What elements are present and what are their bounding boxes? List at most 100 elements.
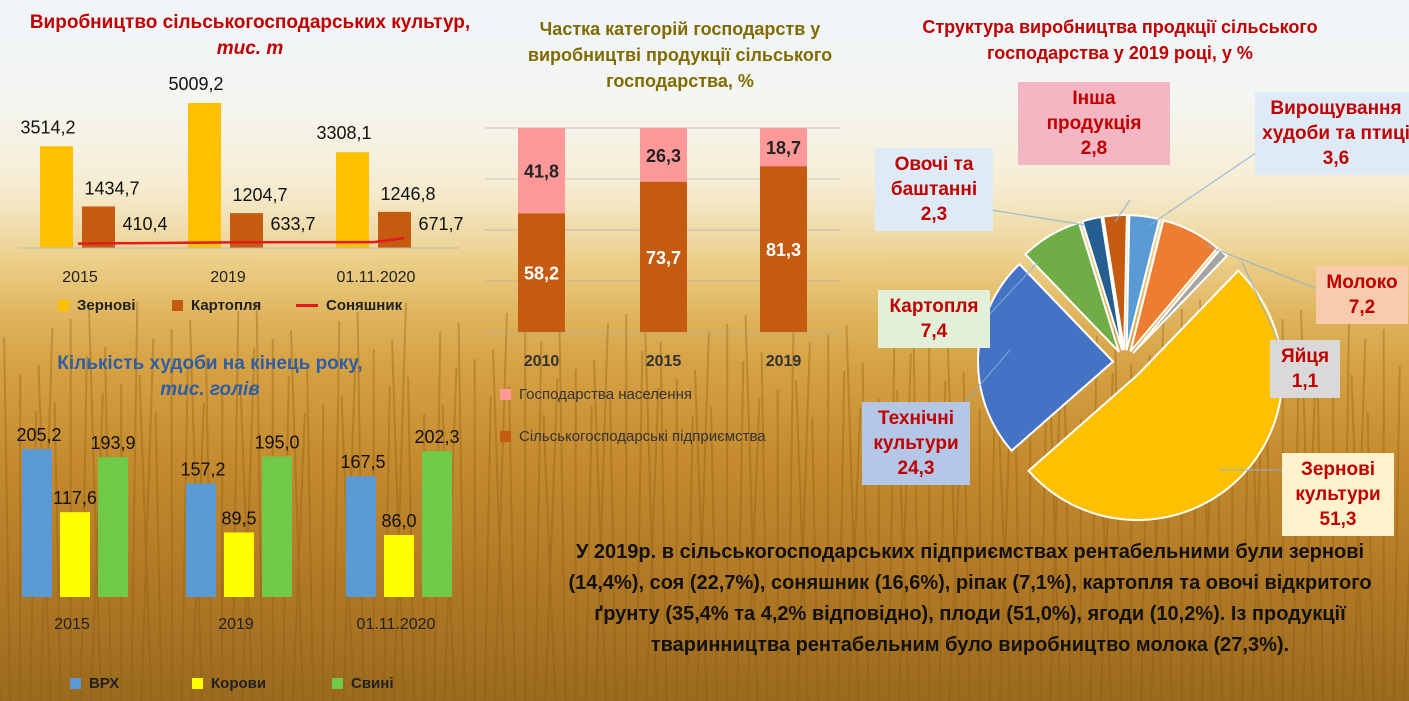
livestock-category-label: 2015 (54, 616, 90, 633)
legend-grain: Зернові (58, 297, 136, 314)
livestock-bar (186, 483, 216, 597)
pie-label-vegetables: Овочі та баштанні 2,3 (875, 148, 993, 231)
potato-swatch (172, 300, 183, 311)
crops-bar (40, 146, 73, 248)
legend-pigs: Свині (332, 675, 394, 692)
pie-leader-line (1204, 244, 1321, 291)
legend-pigs-label: Свині (351, 675, 394, 692)
livestock-bar (224, 532, 254, 597)
cows-swatch (192, 678, 203, 689)
livestock-bar (262, 456, 292, 597)
sunflower-value-label: 671,7 (418, 214, 463, 234)
pie-label-livestock-name: Вирощування худоби та птиці (1262, 98, 1409, 144)
legend-households-label: Господарства населення (519, 386, 692, 403)
sunflower-line (77, 240, 375, 245)
shares-chart-panel: Частка категорій господарств у виробницт… (470, 0, 850, 460)
pie-label-milk-value: 7,2 (1348, 297, 1376, 318)
crops-value-label: 5009,2 (168, 74, 223, 94)
crops-bar (82, 206, 115, 248)
pie-label-potato: Картопля 7,4 (878, 290, 990, 348)
livestock-chart: 205,2 117,6 193,9 2015 157,2 89,5 195,0 2019 167… (16, 425, 459, 633)
livestock-bar (422, 451, 452, 597)
pie-label-potato-value: 7,4 (920, 321, 948, 342)
crops-value-label: 3514,2 (20, 117, 75, 137)
pie-label-grain-value: 51,3 (1319, 509, 1357, 530)
shares-category-label: 2015 (646, 353, 682, 370)
livestock-value-label: 86,0 (381, 511, 416, 531)
legend-vrh-label: ВРХ (89, 675, 120, 692)
structure-chart-panel: Структура виробництва продкції сільськог… (850, 0, 1409, 540)
livestock-category-label: 01.11.2020 (357, 616, 436, 633)
legend-grain-label: Зернові (77, 297, 136, 314)
livestock-bar (98, 457, 128, 597)
pie-label-other-name: Інша продукція (1046, 88, 1142, 134)
legend-cows-label: Корови (211, 675, 267, 692)
livestock-bar (346, 476, 376, 597)
crops-chart-panel: Виробництво сільськогосподарських культу… (0, 0, 470, 330)
enterprises-swatch (500, 431, 511, 442)
livestock-value-label: 195,0 (254, 432, 299, 452)
pie-label-livestock-value: 3,6 (1322, 148, 1350, 169)
crops-bar (188, 103, 221, 248)
pie-label-industrial-value: 24,3 (897, 458, 935, 479)
legend-vrh: ВРХ (70, 675, 119, 692)
livestock-value-label: 193,9 (90, 433, 135, 453)
households-value-label: 41,8 (524, 162, 559, 182)
legend-enterprises-label: Сільськогосподарські підприємства (519, 428, 766, 445)
livestock-bar (60, 512, 90, 597)
legend-enterprises: Сільськогосподарські підприємства (500, 428, 766, 445)
crops-value-label: 1434,7 (84, 178, 139, 198)
pie-label-livestock: Вирощування худоби та птиці 3,6 (1255, 92, 1409, 175)
enterprises-value-label: 81,3 (766, 240, 801, 260)
sunflower-line-swatch (296, 304, 318, 307)
legend-sunflower: Соняшник (296, 297, 402, 314)
pigs-swatch (332, 678, 343, 689)
livestock-bar (22, 449, 52, 597)
legend-potato: Картопля (172, 297, 261, 314)
livestock-value-label: 167,5 (340, 452, 385, 472)
crops-value-label: 3308,1 (316, 123, 371, 143)
enterprises-value-label: 73,7 (646, 248, 681, 268)
pie-label-eggs: Яйця 1,1 (1270, 340, 1340, 398)
pie-label-industrial: Технічні культури 24,3 (862, 402, 970, 485)
summary-text: У 2019р. в сільськогосподарських підприє… (568, 541, 1372, 656)
pie-label-milk: Молоко 7,2 (1316, 266, 1408, 324)
crops-chart: 3514,2 1434,7 410,4 2015 5009,2 1204,7 633,7 20… (18, 74, 464, 286)
crops-category-label: 2015 (62, 269, 98, 286)
pie-label-vegetables-value: 2,3 (920, 204, 948, 225)
livestock-category-label: 2019 (218, 616, 254, 633)
pie-label-eggs-value: 1,1 (1291, 371, 1319, 392)
pie-label-other-value: 2,8 (1080, 138, 1108, 159)
sunflower-value-label: 633,7 (270, 214, 315, 234)
pie-label-other: Інша продукція 2,8 (1018, 82, 1170, 165)
grain-swatch (58, 300, 69, 311)
pie-label-vegetables-name: Овочі та баштанні (890, 154, 978, 200)
crops-category-label: 01.11.2020 (337, 269, 416, 286)
livestock-value-label: 157,2 (180, 460, 225, 480)
livestock-chart-panel: Кількість худоби на кінець року, тис. го… (0, 345, 470, 701)
legend-households: Господарства населення (500, 386, 692, 403)
livestock-value-label: 205,2 (16, 425, 61, 445)
livestock-value-label: 117,6 (53, 488, 97, 508)
livestock-value-label: 202,3 (414, 427, 459, 447)
pie-label-eggs-name: Яйця (1280, 346, 1330, 367)
legend-sunflower-label: Соняшник (326, 297, 403, 314)
pie-label-industrial-name: Технічні культури (873, 408, 959, 454)
sunflower-value-label: 410,4 (122, 214, 167, 234)
crops-bar (378, 211, 411, 248)
pie-label-grain: Зернові культури 51,3 (1282, 453, 1394, 536)
pie-label-grain-name: Зернові культури (1295, 459, 1381, 505)
households-value-label: 26,3 (646, 146, 681, 166)
households-swatch (500, 389, 511, 400)
livestock-value-label: 89,5 (221, 508, 256, 528)
enterprises-value-label: 58,2 (524, 264, 559, 284)
households-value-label: 18,7 (766, 138, 801, 158)
shares-category-label: 2019 (766, 353, 802, 370)
crops-value-label: 1204,7 (232, 185, 287, 205)
legend-potato-label: Картопля (191, 297, 262, 314)
crops-value-label: 1246,8 (380, 184, 435, 204)
pie-label-milk-name: Молоко (1326, 272, 1398, 293)
legend-cows: Корови (192, 675, 266, 692)
vrh-swatch (70, 678, 81, 689)
shares-category-label: 2010 (524, 353, 560, 370)
